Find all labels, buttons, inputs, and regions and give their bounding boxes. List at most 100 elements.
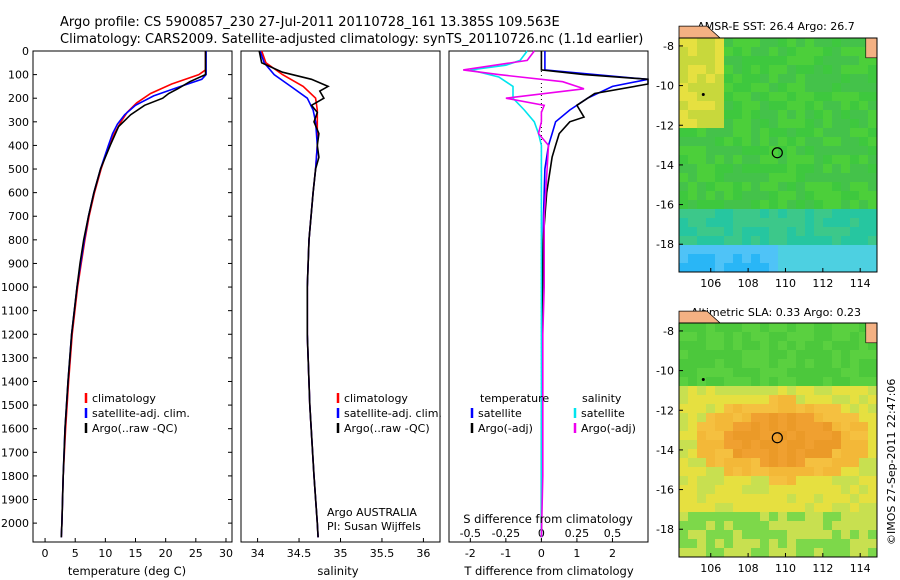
sst-map-cell bbox=[742, 200, 752, 210]
sst-map-cell bbox=[679, 110, 689, 120]
sst-map-cell bbox=[859, 119, 869, 129]
sla-map-cell bbox=[760, 386, 770, 396]
sla-map-cell bbox=[706, 539, 716, 549]
sla-map-cell bbox=[715, 548, 725, 558]
sla-map-cell bbox=[832, 431, 842, 441]
sla-map-cell bbox=[760, 395, 770, 405]
sst-map-cell bbox=[724, 65, 734, 75]
sla-map-christmas-island bbox=[701, 378, 705, 382]
sst-map-cell bbox=[850, 200, 860, 210]
sst-map-cell bbox=[724, 173, 734, 183]
sst-map-cell bbox=[841, 56, 851, 66]
sst-map-cell bbox=[742, 92, 752, 102]
sla-map-cell bbox=[760, 449, 770, 459]
sst-map-cell bbox=[823, 245, 833, 255]
sla-map-cell bbox=[778, 368, 788, 378]
sst-map-cell bbox=[823, 101, 833, 111]
sst-map-cell bbox=[724, 182, 734, 192]
sla-map-ytick-label--18: -18 bbox=[656, 523, 674, 536]
sst-map-cell bbox=[868, 83, 878, 93]
sla-map-cell bbox=[760, 323, 770, 333]
sst-map-cell bbox=[814, 65, 824, 75]
sla-map-cell bbox=[805, 386, 815, 396]
sla-map-cell bbox=[814, 368, 824, 378]
sst-map-cell bbox=[823, 47, 833, 57]
sst-map-cell bbox=[697, 218, 707, 228]
sst-map-cell bbox=[751, 56, 761, 66]
sla-map-cell bbox=[841, 458, 851, 468]
sla-map-cell bbox=[868, 377, 878, 387]
sla-map-cell bbox=[769, 548, 779, 558]
sst-map-cell bbox=[796, 74, 806, 84]
sla-map-cell bbox=[760, 476, 770, 486]
sla-map-cell bbox=[850, 521, 860, 531]
sst-map-cell bbox=[751, 173, 761, 183]
sst-map-cell bbox=[724, 83, 734, 93]
sst-map-cell bbox=[832, 56, 842, 66]
sla-map-cell bbox=[868, 341, 878, 351]
sst-map-cell bbox=[841, 227, 851, 237]
sst-map-cell bbox=[868, 191, 878, 201]
sla-map-cell bbox=[841, 530, 851, 540]
sst-map-cell bbox=[841, 83, 851, 93]
sst-map-cell bbox=[850, 47, 860, 57]
sla-map-ytick-label--14: -14 bbox=[656, 444, 674, 457]
sst-map-cell bbox=[760, 173, 770, 183]
sla-map-cell bbox=[715, 341, 725, 351]
sla-map-cell bbox=[751, 476, 761, 486]
sla-map-cell bbox=[724, 332, 734, 342]
sla-map-cell bbox=[769, 449, 779, 459]
sla-map-cell bbox=[715, 503, 725, 513]
sst-map-cell bbox=[769, 83, 779, 93]
sla-map-cell bbox=[706, 413, 716, 423]
sla-map-cell bbox=[868, 521, 878, 531]
sst-map-cell bbox=[778, 137, 788, 147]
s-diff-tick-label-0: -0.5 bbox=[460, 527, 481, 540]
sst-map-cell bbox=[823, 263, 833, 273]
sst-map-cell bbox=[760, 191, 770, 201]
sla-map-cell bbox=[688, 476, 698, 486]
sst-map-cell bbox=[697, 245, 707, 255]
sla-map-cell bbox=[823, 341, 833, 351]
sla-map-cell bbox=[823, 467, 833, 477]
sla-map-cell bbox=[715, 467, 725, 477]
sst-map-cell bbox=[796, 218, 806, 228]
sla-map-cell bbox=[841, 476, 851, 486]
sst-map-cell bbox=[751, 65, 761, 75]
sla-map-cell bbox=[769, 413, 779, 423]
sst-map-cell bbox=[823, 119, 833, 129]
depth-tick-label-1500: 1500 bbox=[1, 399, 29, 412]
sst-map-cell bbox=[850, 137, 860, 147]
sst-map-cell bbox=[724, 92, 734, 102]
sla-map-cell bbox=[796, 458, 806, 468]
sst-map-cell bbox=[868, 227, 878, 237]
sla-map-cell bbox=[823, 386, 833, 396]
sst-map-cell bbox=[706, 128, 716, 138]
sla-map-cell bbox=[760, 512, 770, 522]
sst-map-cell bbox=[814, 137, 824, 147]
sla-map-cell bbox=[724, 413, 734, 423]
sla-map-cell bbox=[724, 530, 734, 540]
sla-map-cell bbox=[733, 440, 743, 450]
sla-map-cell bbox=[733, 485, 743, 495]
sst-map-cell bbox=[814, 227, 824, 237]
sst-map-cell bbox=[841, 209, 851, 219]
sla-map-cell bbox=[688, 503, 698, 513]
sla-map-cell bbox=[787, 440, 797, 450]
sst-map-cell bbox=[697, 227, 707, 237]
salinity-series-argo-raw-qc- bbox=[258, 50, 330, 538]
sla-map-cell bbox=[778, 350, 788, 360]
sla-map-cell bbox=[859, 404, 869, 414]
sst-map-cell bbox=[859, 200, 869, 210]
sla-map-cell bbox=[733, 548, 743, 558]
sst-map-cell bbox=[841, 137, 851, 147]
sst-map-cell bbox=[679, 227, 689, 237]
depth-tick-label-1100: 1100 bbox=[1, 305, 29, 318]
sst-map-cell bbox=[697, 92, 707, 102]
sst-map-cell bbox=[778, 101, 788, 111]
temperature-xtick-label-4: 20 bbox=[159, 547, 173, 560]
sla-map-cell bbox=[724, 359, 734, 369]
sst-map-cell bbox=[697, 110, 707, 120]
sst-map-cell bbox=[742, 173, 752, 183]
